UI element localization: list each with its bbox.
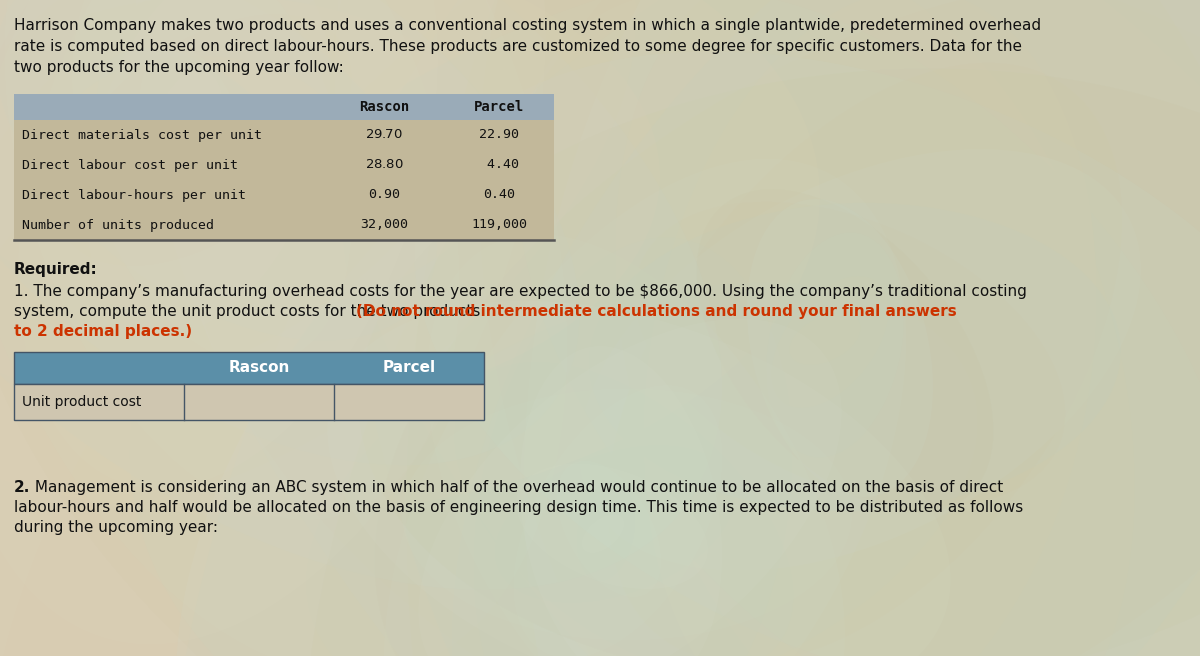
Text: Parcel: Parcel (383, 361, 436, 375)
Text: 1. The company’s manufacturing overhead costs for the year are expected to be $8: 1. The company’s manufacturing overhead … (14, 284, 1027, 299)
Ellipse shape (0, 0, 820, 516)
Bar (14, 120, 554, 150)
Ellipse shape (580, 149, 1141, 571)
Ellipse shape (474, 237, 792, 656)
Text: $ 29.70 $: $ 29.70 $ (365, 129, 403, 142)
Ellipse shape (328, 301, 950, 656)
Text: to 2 decimal places.): to 2 decimal places.) (14, 324, 192, 339)
Text: Parcel: Parcel (474, 100, 524, 114)
Ellipse shape (152, 70, 223, 178)
Ellipse shape (520, 346, 722, 656)
Ellipse shape (163, 0, 1200, 656)
Text: system, compute the unit product costs for the two products.: system, compute the unit product costs f… (14, 304, 490, 319)
Ellipse shape (616, 0, 1134, 656)
Bar (14, 150, 554, 180)
Ellipse shape (582, 514, 624, 553)
Ellipse shape (0, 0, 500, 316)
Text: 119,000: 119,000 (470, 218, 527, 232)
Ellipse shape (0, 0, 568, 656)
Ellipse shape (517, 0, 1200, 656)
Ellipse shape (772, 276, 888, 408)
Ellipse shape (697, 189, 994, 513)
Ellipse shape (5, 0, 460, 520)
Text: Rascon: Rascon (228, 361, 289, 375)
Ellipse shape (160, 99, 209, 141)
Ellipse shape (330, 0, 1200, 656)
Ellipse shape (514, 385, 722, 656)
Text: rate is computed based on direct labour-hours. These products are customized to : rate is computed based on direct labour-… (14, 39, 1022, 54)
Text: 0.40: 0.40 (482, 188, 515, 201)
Bar (14, 352, 484, 384)
Ellipse shape (306, 283, 978, 656)
Ellipse shape (427, 234, 845, 656)
Ellipse shape (748, 199, 932, 497)
Ellipse shape (335, 0, 1200, 656)
Ellipse shape (0, 0, 437, 340)
Ellipse shape (0, 0, 580, 465)
Ellipse shape (635, 202, 1066, 506)
Ellipse shape (415, 52, 1200, 656)
Ellipse shape (419, 319, 841, 656)
Text: labour-hours and half would be allocated on the basis of engineering design time: labour-hours and half would be allocated… (14, 500, 1024, 515)
Ellipse shape (0, 0, 636, 515)
Text: 32,000: 32,000 (360, 218, 408, 232)
Ellipse shape (18, 0, 438, 489)
Ellipse shape (304, 0, 1200, 656)
Text: two products for the upcoming year follow:: two products for the upcoming year follo… (14, 60, 343, 75)
Text: Direct labour cost per unit: Direct labour cost per unit (22, 159, 238, 171)
Text: 2.: 2. (14, 480, 30, 495)
Text: 0.90: 0.90 (368, 188, 400, 201)
Ellipse shape (60, 56, 340, 216)
Text: (Do not round intermediate calculations and round your final answers: (Do not round intermediate calculations … (356, 304, 956, 319)
Ellipse shape (407, 0, 1200, 656)
Ellipse shape (136, 0, 1200, 656)
Ellipse shape (56, 14, 352, 266)
Ellipse shape (557, 461, 661, 597)
Ellipse shape (0, 0, 660, 416)
Ellipse shape (0, 0, 722, 590)
Ellipse shape (85, 0, 330, 334)
Ellipse shape (384, 159, 906, 656)
Ellipse shape (130, 0, 1200, 656)
Text: Management is considering an ABC system in which half of the overhead would cont: Management is considering an ABC system … (30, 480, 1003, 495)
Text: Direct labour-hours per unit: Direct labour-hours per unit (22, 188, 246, 201)
Ellipse shape (524, 0, 1200, 656)
Ellipse shape (589, 203, 1121, 511)
Text: Number of units produced: Number of units produced (22, 218, 214, 232)
Ellipse shape (516, 464, 708, 589)
Ellipse shape (0, 0, 546, 644)
Ellipse shape (478, 0, 1200, 656)
Text: Direct materials cost per unit: Direct materials cost per unit (22, 129, 262, 142)
Ellipse shape (452, 0, 1200, 656)
Text: Required:: Required: (14, 262, 97, 277)
Ellipse shape (139, 47, 245, 209)
Ellipse shape (455, 362, 793, 656)
Ellipse shape (496, 445, 734, 602)
Ellipse shape (790, 313, 860, 365)
Ellipse shape (72, 0, 352, 365)
Text: 4.40: 4.40 (479, 159, 520, 171)
Ellipse shape (98, 49, 294, 216)
Text: 22.90: 22.90 (479, 129, 520, 142)
Bar (14, 180, 554, 210)
Ellipse shape (374, 0, 1200, 656)
Ellipse shape (577, 482, 635, 581)
Text: Rascon: Rascon (359, 100, 409, 114)
Bar (14, 384, 484, 420)
Ellipse shape (402, 388, 852, 640)
Bar (14, 94, 554, 120)
Ellipse shape (176, 0, 1200, 656)
Ellipse shape (0, 0, 493, 390)
Ellipse shape (643, 0, 1097, 656)
Ellipse shape (190, 0, 1200, 656)
Bar (14, 210, 554, 240)
Ellipse shape (767, 233, 904, 457)
Ellipse shape (608, 63, 1122, 656)
Text: Harrison Company makes two products and uses a conventional costing system in wh: Harrison Company makes two products and … (14, 18, 1042, 33)
Text: Unit product cost: Unit product cost (22, 395, 142, 409)
Text: $ 28.80 $: $ 28.80 $ (365, 159, 403, 171)
Ellipse shape (359, 68, 1200, 656)
